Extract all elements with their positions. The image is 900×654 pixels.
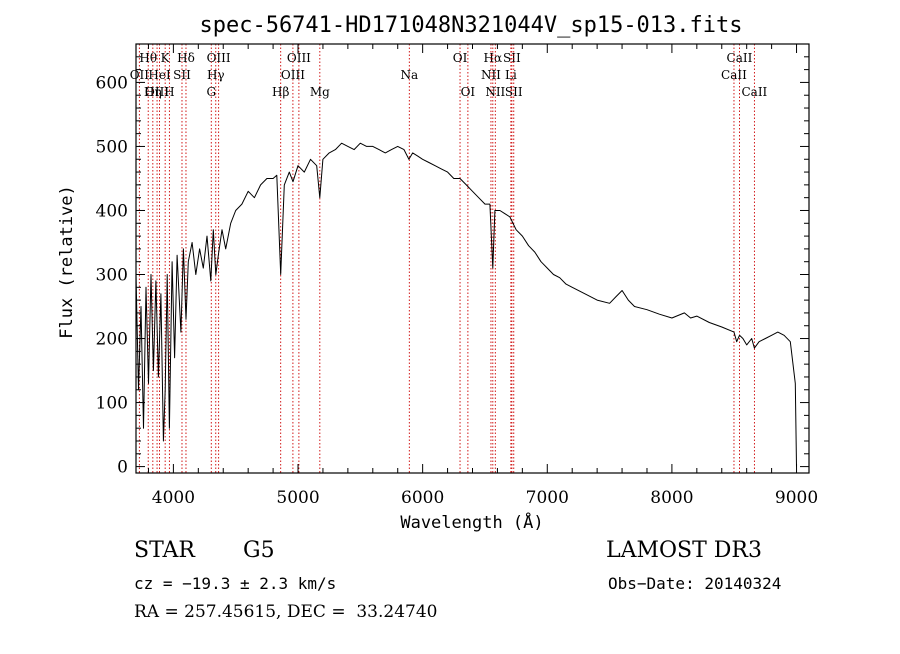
survey-name: LAMOST DR3 xyxy=(606,538,762,563)
redshift-velocity: cz = −19.3 ± 2.3 km/s xyxy=(134,574,337,593)
spectral-line-label: SII xyxy=(505,85,523,99)
spectral-line-label: NII xyxy=(481,68,501,82)
spectral-line-label: Hη xyxy=(144,85,162,99)
x-axis-label: Wavelength (Å) xyxy=(400,511,543,533)
spectral-line-label: K xyxy=(161,51,171,65)
chart-title: spec-56741-HD171048N321044V_sp15-013.fit… xyxy=(199,13,742,38)
observation-date: Obs−Date: 20140324 xyxy=(608,574,782,593)
spectral-line-markers: Hθ OII OIII K HeI Hη H SII Hδ OIII Hγ G Hβ OIII OIII Mg… xyxy=(130,44,768,473)
y-tick-label: 200 xyxy=(96,330,128,350)
spectral-line-label: Hα xyxy=(484,51,503,65)
x-tick-label: 9000 xyxy=(775,488,818,508)
spectral-line-label: OIII xyxy=(207,51,231,65)
spectral-line-label: Hβ xyxy=(272,85,289,99)
spectral-line-label: OIII xyxy=(281,68,305,82)
y-tick-label: 0 xyxy=(117,458,128,478)
x-tick-label: 5000 xyxy=(276,488,319,508)
spectrum-series xyxy=(135,142,797,467)
spectral-line-label: CaII xyxy=(721,68,747,82)
spectral-line-label: G xyxy=(206,85,216,99)
spectrum-line xyxy=(135,142,797,467)
spectral-line-label: HeI xyxy=(148,68,171,82)
spectral-line-label: Mg xyxy=(310,85,330,99)
object-subclass: G5 xyxy=(243,538,275,563)
y-tick-label: 400 xyxy=(96,201,128,221)
y-axis-label: Flux (relative) xyxy=(57,185,77,339)
spectral-line-label: Li xyxy=(505,68,517,82)
spectral-line-label: NII xyxy=(485,85,505,99)
spectral-line-label: Hθ xyxy=(139,51,157,65)
x-tick-label: 4000 xyxy=(152,488,195,508)
spectral-line-label: Hγ xyxy=(207,68,225,82)
spectral-line-label: OII xyxy=(130,68,150,82)
x-tick-label: 6000 xyxy=(401,488,444,508)
spectral-line-label: Na xyxy=(400,68,418,82)
spectral-line-label: OI xyxy=(453,51,468,65)
spectral-line-label: CaII xyxy=(727,51,753,65)
y-tick-label: 500 xyxy=(96,137,128,157)
plot-axes: 4000 5000 6000 7000 8000 9000 0 100 200 300 400 500… xyxy=(96,43,818,508)
spectral-line-label: OI xyxy=(461,85,476,99)
spectral-line-label: OIII xyxy=(287,51,311,65)
plot-frame xyxy=(135,43,810,474)
spectral-line-label: Hδ xyxy=(177,51,195,65)
x-tick-label: 7000 xyxy=(526,488,569,508)
object-class: STAR xyxy=(134,538,195,563)
spectral-line-label: OIII xyxy=(145,85,169,99)
y-tick-label: 300 xyxy=(96,266,128,286)
x-tick-label: 8000 xyxy=(650,488,693,508)
spectral-line-label: SII xyxy=(503,51,521,65)
y-tick-label: 600 xyxy=(96,73,128,93)
coordinates: RA = 257.45615, DEC = 33.24740 xyxy=(134,602,438,622)
spectral-line-label: CaII xyxy=(741,85,767,99)
spectral-line-label: H xyxy=(164,85,174,99)
spectral-line-label: SII xyxy=(173,68,191,82)
y-tick-label: 100 xyxy=(96,394,128,414)
